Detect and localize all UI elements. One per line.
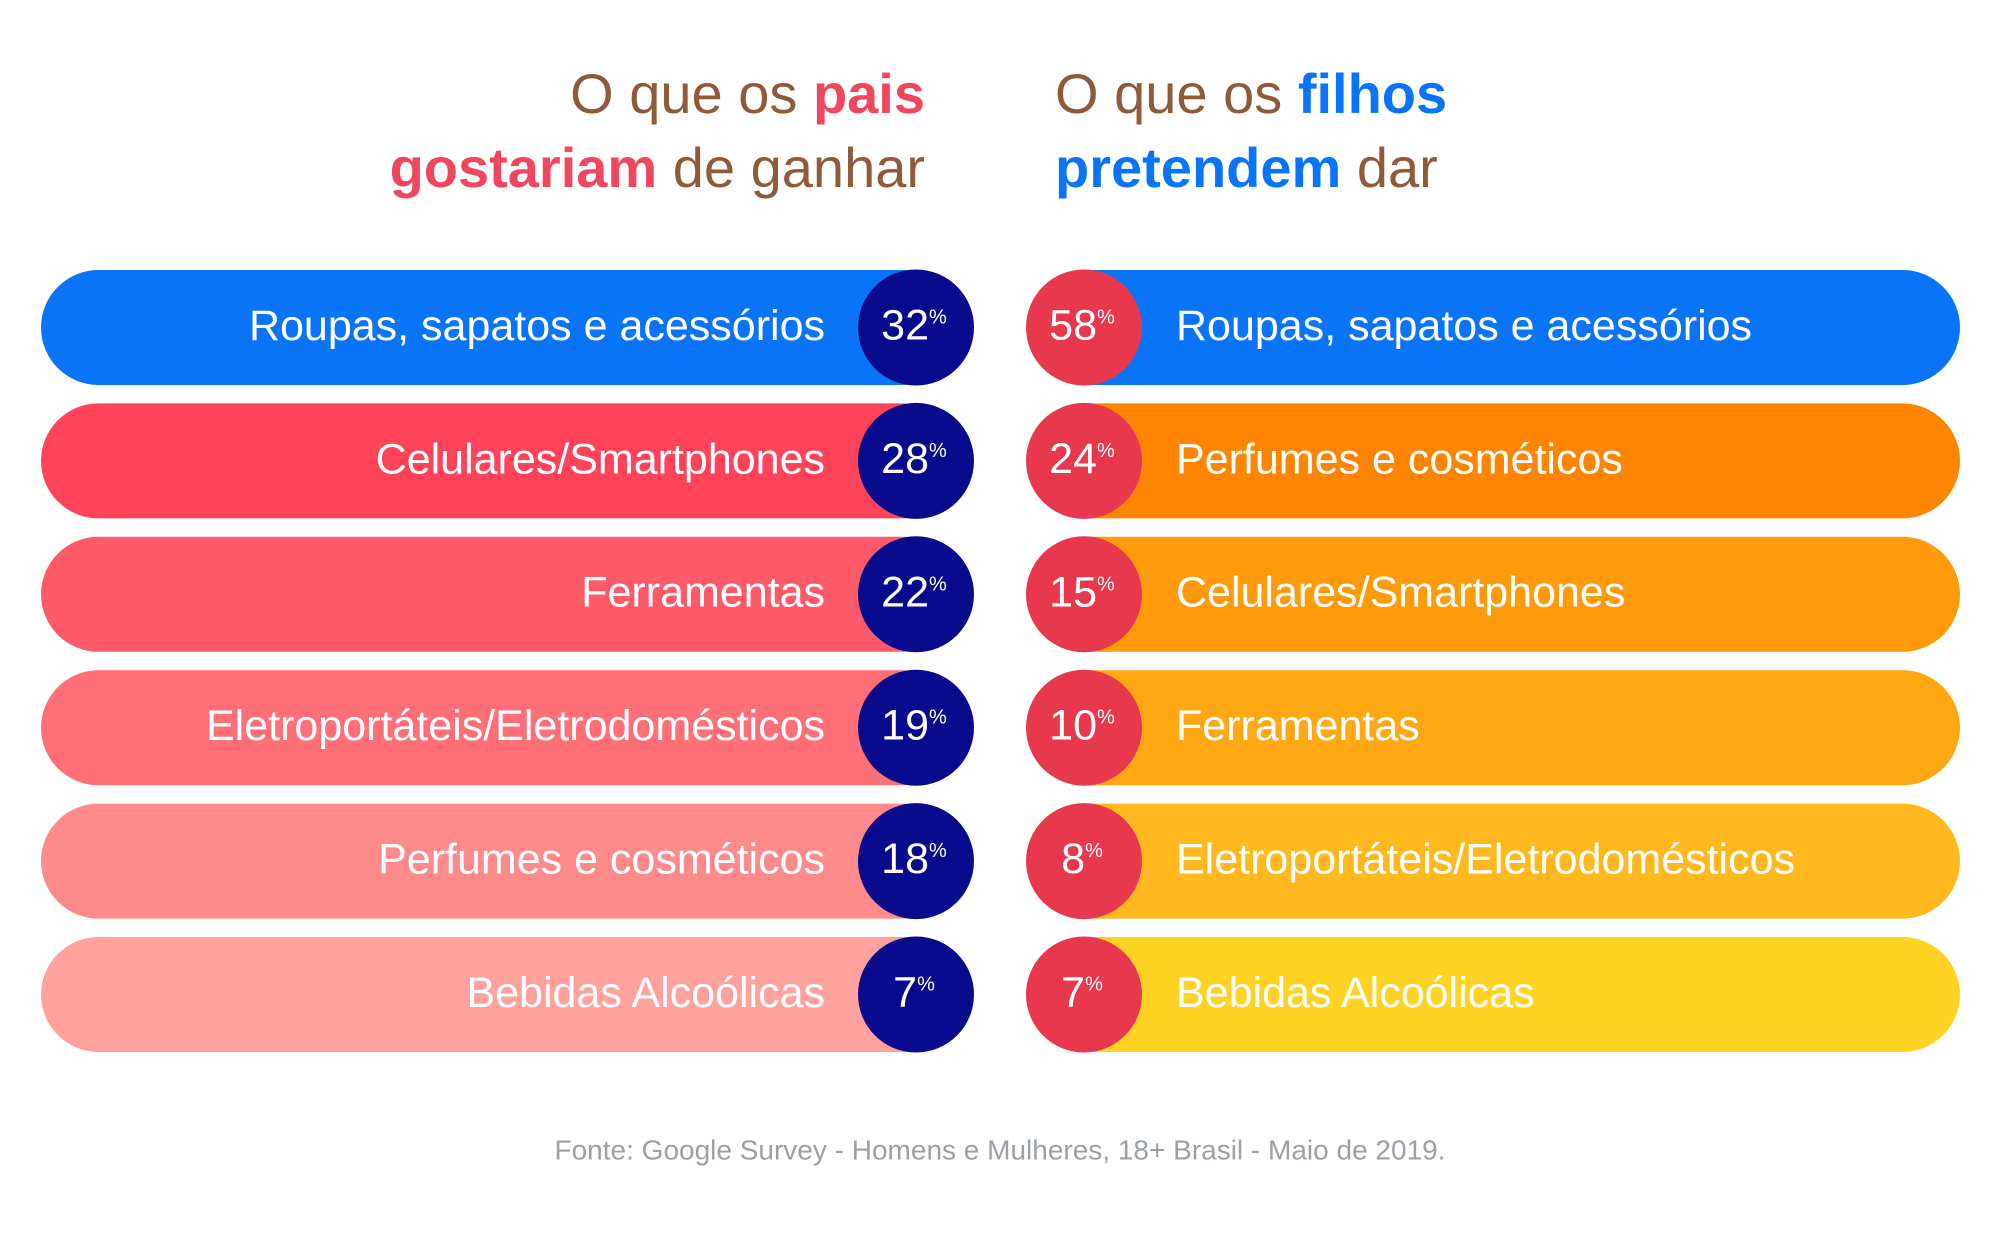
value-unit: % xyxy=(1085,840,1103,862)
item-label: Roupas, sapatos e acessórios xyxy=(1176,302,1752,350)
value-unit: % xyxy=(1097,574,1115,596)
title-text: O que os xyxy=(1055,62,1282,125)
value-circle xyxy=(858,803,974,920)
value-unit: % xyxy=(917,974,935,996)
panel-title: O que os filhos xyxy=(1055,62,1447,125)
value-unit: % xyxy=(929,307,947,329)
value-number: 15 xyxy=(1049,569,1097,617)
value-label: 7% xyxy=(893,969,935,1017)
value-circle xyxy=(1026,269,1142,386)
value-number: 32 xyxy=(881,302,929,350)
title-emphasis: pretendem xyxy=(1055,136,1341,199)
value-unit: % xyxy=(1085,974,1103,996)
item-label: Celulares/Smartphones xyxy=(1176,569,1625,617)
pill xyxy=(1027,536,1960,652)
value-number: 28 xyxy=(881,435,929,483)
value-label: 18% xyxy=(881,835,947,883)
title-emphasis: gostariam xyxy=(390,136,658,199)
value-number: 7 xyxy=(893,969,917,1017)
item-label: Bebidas Alcoólicas xyxy=(466,969,825,1017)
pill xyxy=(41,536,960,652)
item-label: Eletroportáteis/Eletrodomésticos xyxy=(1176,835,1795,883)
item-label: Perfumes e cosméticos xyxy=(1176,435,1623,483)
value-label: 58% xyxy=(1049,302,1115,350)
value-label: 32% xyxy=(881,302,947,350)
item-label: Perfumes e cosméticos xyxy=(378,835,825,883)
pill xyxy=(41,670,960,786)
pill xyxy=(41,803,960,919)
value-unit: % xyxy=(929,840,947,862)
value-unit: % xyxy=(929,707,947,729)
value-circle xyxy=(858,936,974,1053)
value-number: 58 xyxy=(1049,302,1097,350)
value-circle xyxy=(1026,936,1142,1053)
item-label: Ferramentas xyxy=(581,569,825,617)
value-number: 8 xyxy=(1061,835,1085,883)
title-text: de ganhar xyxy=(673,136,925,199)
value-unit: % xyxy=(1097,307,1115,329)
pill xyxy=(1027,803,1960,919)
item-label: Eletroportáteis/Eletrodomésticos xyxy=(206,702,825,750)
value-number: 19 xyxy=(881,702,929,750)
value-circle xyxy=(858,536,974,653)
item-label: Bebidas Alcoólicas xyxy=(1176,969,1535,1017)
item-label: Roupas, sapatos e acessórios xyxy=(249,302,825,350)
value-number: 24 xyxy=(1049,435,1097,483)
value-unit: % xyxy=(929,574,947,596)
title-text: O que os xyxy=(570,62,797,125)
value-circle xyxy=(1026,803,1142,920)
pill xyxy=(1027,270,1960,385)
value-label: 19% xyxy=(881,702,947,750)
value-label: 28% xyxy=(881,435,947,483)
value-number: 18 xyxy=(881,835,929,883)
value-circle xyxy=(858,669,974,786)
value-unit: % xyxy=(1097,707,1115,729)
footer: Fonte: Google Survey - Homens e Mulheres… xyxy=(555,1134,1446,1165)
value-label: 8% xyxy=(1061,835,1103,883)
value-label: 24% xyxy=(1049,435,1115,483)
value-circle xyxy=(858,269,974,386)
title-emphasis: filhos xyxy=(1298,62,1447,125)
item-label: Ferramentas xyxy=(1176,702,1420,750)
pill xyxy=(41,403,960,519)
item-label: Celulares/Smartphones xyxy=(376,435,825,483)
value-number: 22 xyxy=(881,569,929,617)
pill xyxy=(1027,403,1960,519)
value-circle xyxy=(1026,402,1142,519)
panel-title: pretendem dar xyxy=(1055,136,1438,199)
value-label: 22% xyxy=(881,569,947,617)
value-unit: % xyxy=(1097,440,1115,462)
value-label: 7% xyxy=(1061,969,1103,1017)
value-number: 10 xyxy=(1049,702,1097,750)
title-text: dar xyxy=(1357,136,1438,199)
panel-title: gostariam de ganhar xyxy=(390,136,925,199)
value-circle xyxy=(1026,669,1142,786)
pill xyxy=(41,270,960,385)
value-label: 10% xyxy=(1049,702,1115,750)
pill xyxy=(41,937,960,1052)
value-number: 7 xyxy=(1061,969,1085,1017)
value-label: 15% xyxy=(1049,569,1115,617)
value-circle xyxy=(1026,536,1142,653)
pill xyxy=(1027,670,1960,786)
value-circle xyxy=(858,402,974,519)
pill xyxy=(1027,937,1960,1052)
title-emphasis: pais xyxy=(813,62,925,125)
value-unit: % xyxy=(929,440,947,462)
panel-title: O que os pais xyxy=(570,62,925,125)
